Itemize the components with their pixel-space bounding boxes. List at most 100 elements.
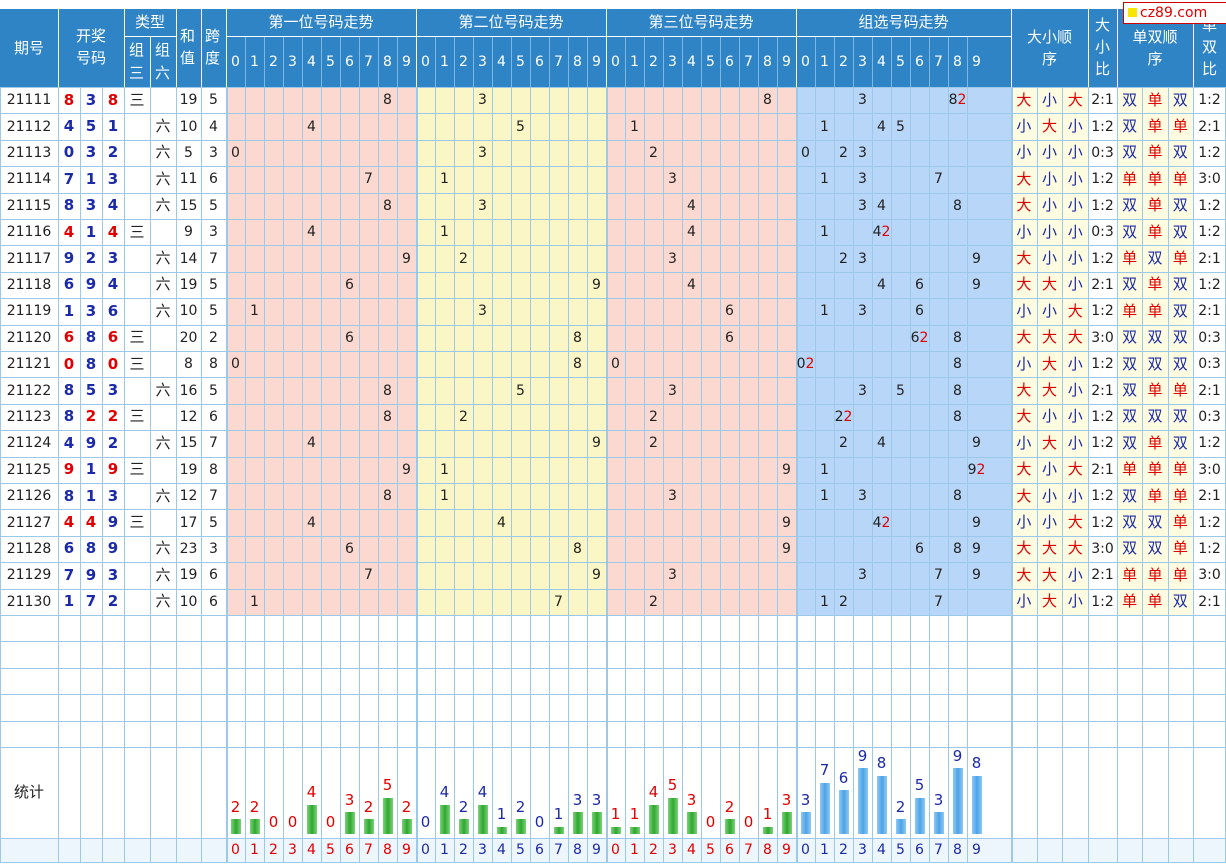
header-digit: 2 <box>649 53 658 70</box>
grid-vline <box>929 36 930 87</box>
draw-digit: 7 <box>63 169 75 188</box>
header-group: 组选号码走势 <box>858 13 949 31</box>
trend-mark: 6 <box>345 276 354 293</box>
grid-vline <box>530 87 531 862</box>
stat-digit-label: 3 <box>288 842 297 858</box>
stat-value: 0 <box>268 812 279 831</box>
trend-mark: 9 <box>592 435 601 452</box>
grid-vline <box>644 36 645 87</box>
size-cell: 小 <box>1042 90 1058 109</box>
group-mark: 0 <box>796 356 806 373</box>
stat-bar <box>724 819 735 834</box>
period-cell: 21125 <box>6 461 52 478</box>
stat-bar <box>591 812 602 834</box>
group-mark: 8 <box>953 488 962 505</box>
parity-cell: 单 <box>1147 90 1163 109</box>
parity-ratio-cell: 1:2 <box>1198 276 1221 293</box>
type-cell: 六 <box>155 565 171 584</box>
header-digit: 8 <box>763 53 772 70</box>
grid-vline <box>967 36 968 87</box>
header-digit: 8 <box>383 53 392 70</box>
draw-digit: 9 <box>107 460 119 479</box>
stat-digit-label: 0 <box>421 842 430 858</box>
header-span: 跨度 <box>205 27 221 67</box>
parity-cell: 双 <box>1172 301 1188 320</box>
period-cell: 21126 <box>6 488 52 505</box>
size-ratio-cell: 1:2 <box>1091 435 1114 452</box>
stat-bar <box>496 826 507 834</box>
stat-bar <box>553 826 564 834</box>
grid-hline <box>0 139 1226 141</box>
stat-value: 3 <box>591 790 602 809</box>
trend-mark: 3 <box>478 197 487 214</box>
grid-vline <box>359 87 360 862</box>
header-digit: 3 <box>478 53 487 70</box>
trend-mark: 1 <box>440 488 449 505</box>
stat-value: 2 <box>724 797 735 816</box>
grid-vline <box>378 36 379 87</box>
parity-cell: 双 <box>1172 222 1188 241</box>
draw-digit: 4 <box>63 513 75 532</box>
stat-digit-label: 9 <box>402 842 411 858</box>
period-cell: 21112 <box>6 118 52 135</box>
parity-cell: 双 <box>1122 513 1138 532</box>
sum-cell: 12 <box>179 408 198 425</box>
grid-vline <box>397 87 398 862</box>
parity-ratio-cell: 2:1 <box>1198 118 1221 135</box>
stat-value: 2 <box>249 797 260 816</box>
stat-value: 8 <box>876 754 887 773</box>
grid-vline <box>1036 87 1038 862</box>
grid-vline <box>720 87 721 862</box>
type-cell: 六 <box>155 196 171 215</box>
size-ratio-cell: 1:2 <box>1091 488 1114 505</box>
group-mark: 3 <box>858 382 867 399</box>
size-cell: 大 <box>1016 460 1032 479</box>
site-logo[interactable]: cz89.com <box>1123 2 1226 24</box>
stat-bar <box>762 826 773 834</box>
stat-bar <box>306 804 317 834</box>
grid-vline <box>758 87 759 862</box>
grid-hline <box>0 87 1226 88</box>
header-size-order: 大小顺序 <box>1026 27 1072 69</box>
trend-mark: 4 <box>307 118 316 135</box>
stat-digit-label: 3 <box>858 842 867 858</box>
trend-mark: 8 <box>383 92 392 109</box>
header-digit: 9 <box>782 53 791 70</box>
size-cell: 小 <box>1042 222 1058 241</box>
group-mark: 3 <box>858 567 867 584</box>
size-cell: 小 <box>1042 513 1058 532</box>
period-cell: 21123 <box>6 408 52 425</box>
trend-mark: 5 <box>516 382 525 399</box>
trend-mark: 1 <box>250 593 259 610</box>
group-mark: 2 <box>839 593 848 610</box>
parity-cell: 单 <box>1147 460 1163 479</box>
draw-digit: 0 <box>63 143 75 162</box>
size-cell: 小 <box>1016 222 1032 241</box>
size-cell: 小 <box>1042 143 1058 162</box>
grid-vline <box>176 9 177 87</box>
header-digit: 0 <box>421 53 430 70</box>
stat-digit-label: 5 <box>326 842 335 858</box>
grid-hline <box>0 219 1226 220</box>
trend-mark: 1 <box>440 461 449 478</box>
sum-cell: 19 <box>179 567 198 584</box>
trend-mark: 7 <box>554 593 563 610</box>
trend-mark: 8 <box>573 329 582 346</box>
type-cell: 三 <box>129 460 145 479</box>
draw-digit: 6 <box>63 275 75 294</box>
header-digit: 7 <box>934 53 943 70</box>
size-cell: 小 <box>1042 460 1058 479</box>
parity-cell: 双 <box>1122 486 1138 505</box>
grid-vline <box>815 87 816 862</box>
header-digit: 7 <box>364 53 373 70</box>
stat-value: 5 <box>914 776 925 794</box>
size-ratio-cell: 3:0 <box>1091 540 1114 557</box>
stat-value: 0 <box>287 812 298 831</box>
stat-value: 4 <box>306 783 317 802</box>
stat-digit-label: 3 <box>668 842 677 858</box>
grid-hline <box>0 430 1226 432</box>
span-cell: 5 <box>209 197 218 214</box>
type-cell: 六 <box>155 539 171 558</box>
grid-vline <box>625 87 626 862</box>
